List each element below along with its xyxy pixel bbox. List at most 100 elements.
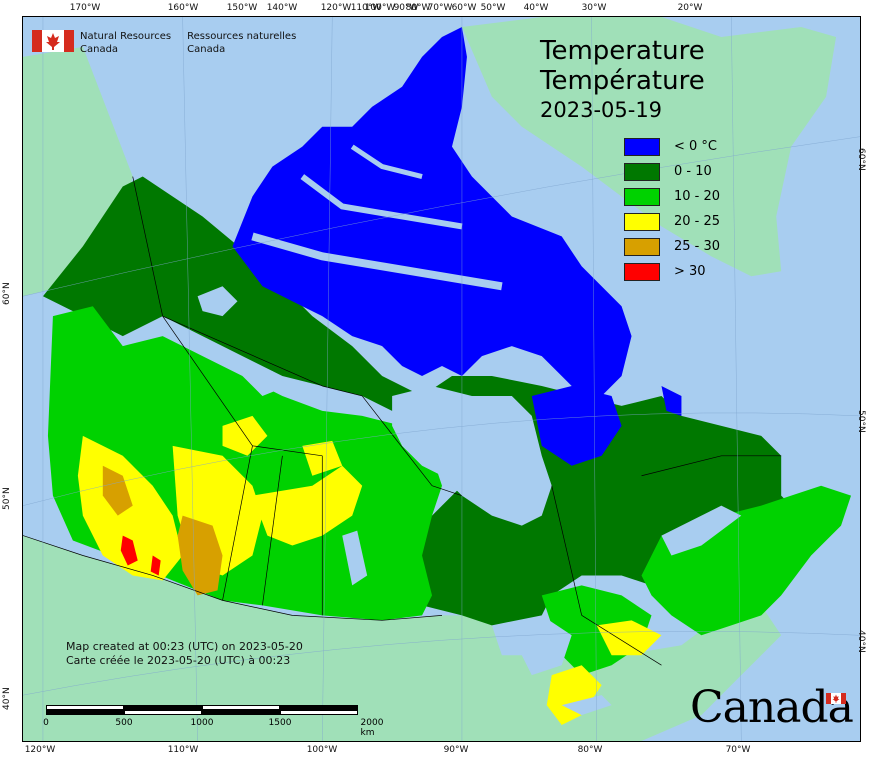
legend-label: < 0 °C xyxy=(674,139,718,154)
legend-item: 25 - 30 xyxy=(624,234,720,259)
zone-over-30-bc2 xyxy=(150,555,161,576)
zone-below-0-labrador xyxy=(661,385,682,416)
zone-20-25-qc-south xyxy=(596,620,662,656)
scale-segment xyxy=(280,705,358,710)
zone-25-30-ab xyxy=(177,515,223,596)
map-title-en: Temperature xyxy=(540,36,705,66)
lake-erie xyxy=(561,695,612,716)
legend-label: 25 - 30 xyxy=(674,239,721,254)
legend: < 0 °C 0 - 10 10 - 20 20 - 25 25 - 30 > 30 xyxy=(624,134,720,284)
scale-segment xyxy=(202,705,280,710)
scale-label: 500 xyxy=(115,718,133,728)
graticule-top-label: 160°W xyxy=(167,3,199,13)
graticule-top-label: 80°W xyxy=(405,3,431,13)
scale-segment xyxy=(46,710,124,715)
graticule-left-label: 60°N xyxy=(2,282,12,305)
graticule-top-label: 20°W xyxy=(677,3,703,13)
graticule-lines xyxy=(23,17,860,741)
great-lakes xyxy=(491,615,572,676)
graticule-bottom-label: 90°W xyxy=(443,745,469,755)
agency-name-fr: Ressources naturelles Canada xyxy=(187,30,296,56)
arctic-channel-2 xyxy=(300,174,463,230)
zone-20-25-on-south xyxy=(546,665,602,726)
legend-label: 0 - 10 xyxy=(674,164,712,179)
map-title-block: Temperature Température 2023-05-19 xyxy=(540,36,705,124)
map-credit: Map created at 00:23 (UTC) on 2023-05-20… xyxy=(66,640,303,668)
graticule-top-label: 30°W xyxy=(581,3,607,13)
graticule-right-label: 40°N xyxy=(856,630,866,653)
scale-segment xyxy=(202,710,280,715)
graticule-top-label: 70°W xyxy=(427,3,453,13)
zone-20-25-sask xyxy=(252,465,363,546)
zone-25-30-bc xyxy=(102,465,133,516)
graticule-top-label: 150°W xyxy=(226,3,258,13)
graticule-bottom-label: 120°W xyxy=(24,745,56,755)
legend-label: 20 - 25 xyxy=(674,214,721,229)
graticule-bottom-label: 70°W xyxy=(725,745,751,755)
zone-20-25-ab-north xyxy=(222,415,268,456)
graticule-top-label: 170°W xyxy=(69,3,101,13)
legend-item: 0 - 10 xyxy=(624,159,720,184)
agency-name-en: Natural Resources Canada xyxy=(80,30,171,56)
st-lawrence-gulf xyxy=(661,505,742,556)
scale-segment xyxy=(280,710,358,715)
canada-wordmark: Canada xyxy=(690,682,854,733)
agency-signature: Natural Resources Canada Ressources natu… xyxy=(32,30,296,56)
zone-below-0-arctic xyxy=(232,26,632,396)
graticule-top-label: 100°W xyxy=(364,3,396,13)
legend-swatch xyxy=(624,187,660,206)
zone-over-30-bc xyxy=(120,535,138,566)
lake-winnipeg xyxy=(342,530,368,586)
graticule-top-label: 90°W xyxy=(393,3,419,13)
legend-swatch xyxy=(624,137,660,156)
legend-item: 10 - 20 xyxy=(624,184,720,209)
scale-bar: 0 500 1000 1500 2000 km xyxy=(43,705,383,738)
graticule-top-label: 60°W xyxy=(451,3,477,13)
scale-segment xyxy=(124,705,202,710)
graticule-top-label: 40°W xyxy=(523,3,549,13)
scale-segment xyxy=(124,710,202,715)
arctic-channel-3 xyxy=(350,144,423,179)
scale-label: 2000 km xyxy=(360,718,384,738)
legend-label: > 30 xyxy=(674,264,706,279)
legend-swatch xyxy=(624,212,660,231)
legend-item: 20 - 25 xyxy=(624,209,720,234)
graticule-left-label: 40°N xyxy=(2,687,12,710)
provincial-borders xyxy=(23,176,782,666)
graticule-top-label: 110°W xyxy=(350,3,382,13)
graticule-top-label: 140°W xyxy=(266,3,298,13)
legend-item: > 30 xyxy=(624,259,720,284)
map-date: 2023-05-19 xyxy=(540,98,663,122)
graticule-top-label: 50°W xyxy=(480,3,506,13)
graticule-bottom-label: 110°W xyxy=(167,745,199,755)
map-title-fr: Température xyxy=(540,66,705,96)
graticule-bottom-label: 100°W xyxy=(306,745,338,755)
agency-name-en-line1: Natural Resources xyxy=(80,31,172,42)
legend-swatch xyxy=(624,162,660,181)
scale-segment xyxy=(46,705,124,710)
wordmark-flag-icon xyxy=(826,693,846,704)
graticule-left-label: 50°N xyxy=(2,487,12,510)
zone-below-0-quebec xyxy=(531,385,622,466)
legend-item: < 0 °C xyxy=(624,134,720,159)
graticule-right-label: 60°N xyxy=(856,148,866,171)
hudson-bay xyxy=(392,385,552,526)
credit-en: Map created at 00:23 (UTC) on 2023-05-20 xyxy=(66,640,303,653)
zone-10-20-east xyxy=(641,485,852,636)
credit-fr: Carte créée le 2023-05-20 (UTC) à 00:23 xyxy=(66,654,291,667)
scale-label: 0 xyxy=(43,718,49,728)
agency-name-fr-line2: Canada xyxy=(187,44,226,55)
scale-label: 1500 xyxy=(268,718,292,728)
graticule-right-label: 50°N xyxy=(856,410,866,433)
legend-swatch xyxy=(624,237,660,256)
agency-name-en-line2: Canada xyxy=(80,44,119,55)
great-bear-lake xyxy=(197,286,238,317)
great-slave-lake xyxy=(242,371,288,396)
legend-swatch xyxy=(624,262,660,281)
agency-name-fr-line1: Ressources naturelles xyxy=(187,31,297,42)
scale-label: 1000 xyxy=(190,718,214,728)
legend-label: 10 - 20 xyxy=(674,189,721,204)
graticule-top-label: 120°W xyxy=(320,3,352,13)
graticule-bottom-label: 80°W xyxy=(577,745,603,755)
